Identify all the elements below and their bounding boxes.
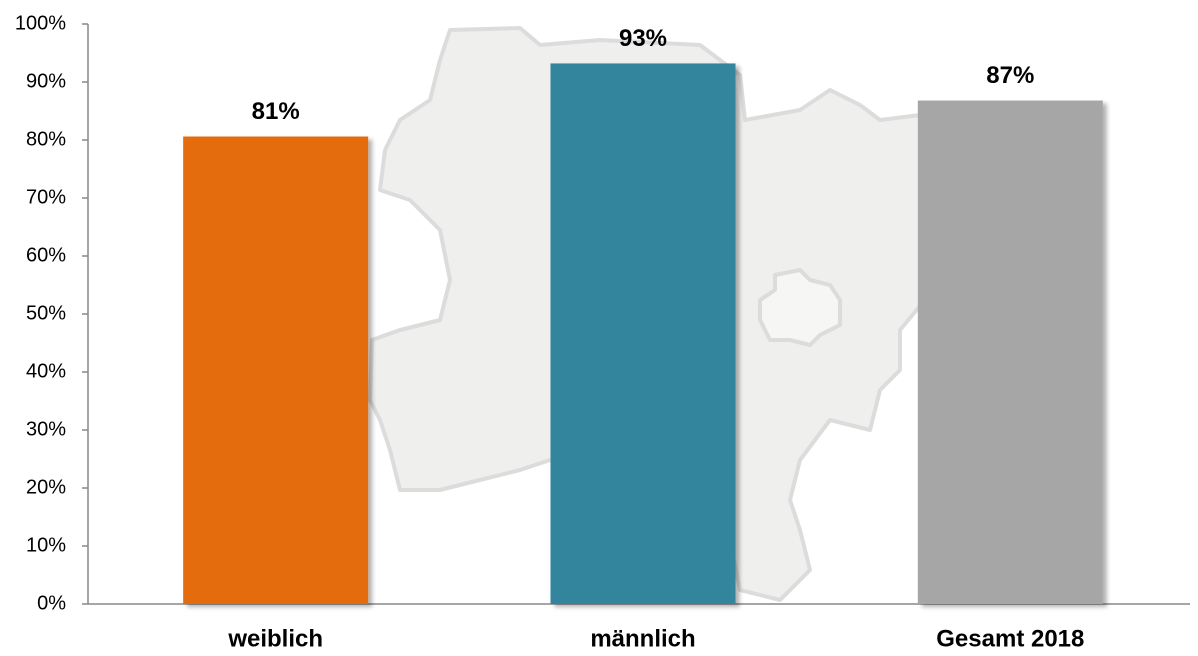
y-tick-label: 100%	[15, 12, 66, 34]
y-tick-label: 70%	[26, 186, 66, 208]
y-tick-label: 40%	[26, 360, 66, 382]
value-label: 87%	[986, 62, 1034, 89]
bar	[917, 100, 1103, 604]
bar	[550, 63, 736, 604]
value-label: 93%	[619, 25, 667, 52]
y-tick-label: 10%	[26, 534, 66, 556]
value-label: 81%	[252, 98, 300, 125]
y-tick-label: 90%	[26, 70, 66, 92]
x-tick-label: männlich	[590, 625, 695, 652]
y-tick-label: 60%	[26, 244, 66, 266]
y-tick-label: 30%	[26, 418, 66, 440]
y-tick-label: 50%	[26, 302, 66, 324]
y-tick-label: 20%	[26, 476, 66, 498]
y-tick-label: 80%	[26, 128, 66, 150]
y-tick-label: 0%	[37, 592, 66, 614]
x-tick-label: Gesamt 2018	[936, 625, 1084, 652]
bar	[183, 136, 369, 604]
x-tick-label: weiblich	[227, 625, 323, 652]
